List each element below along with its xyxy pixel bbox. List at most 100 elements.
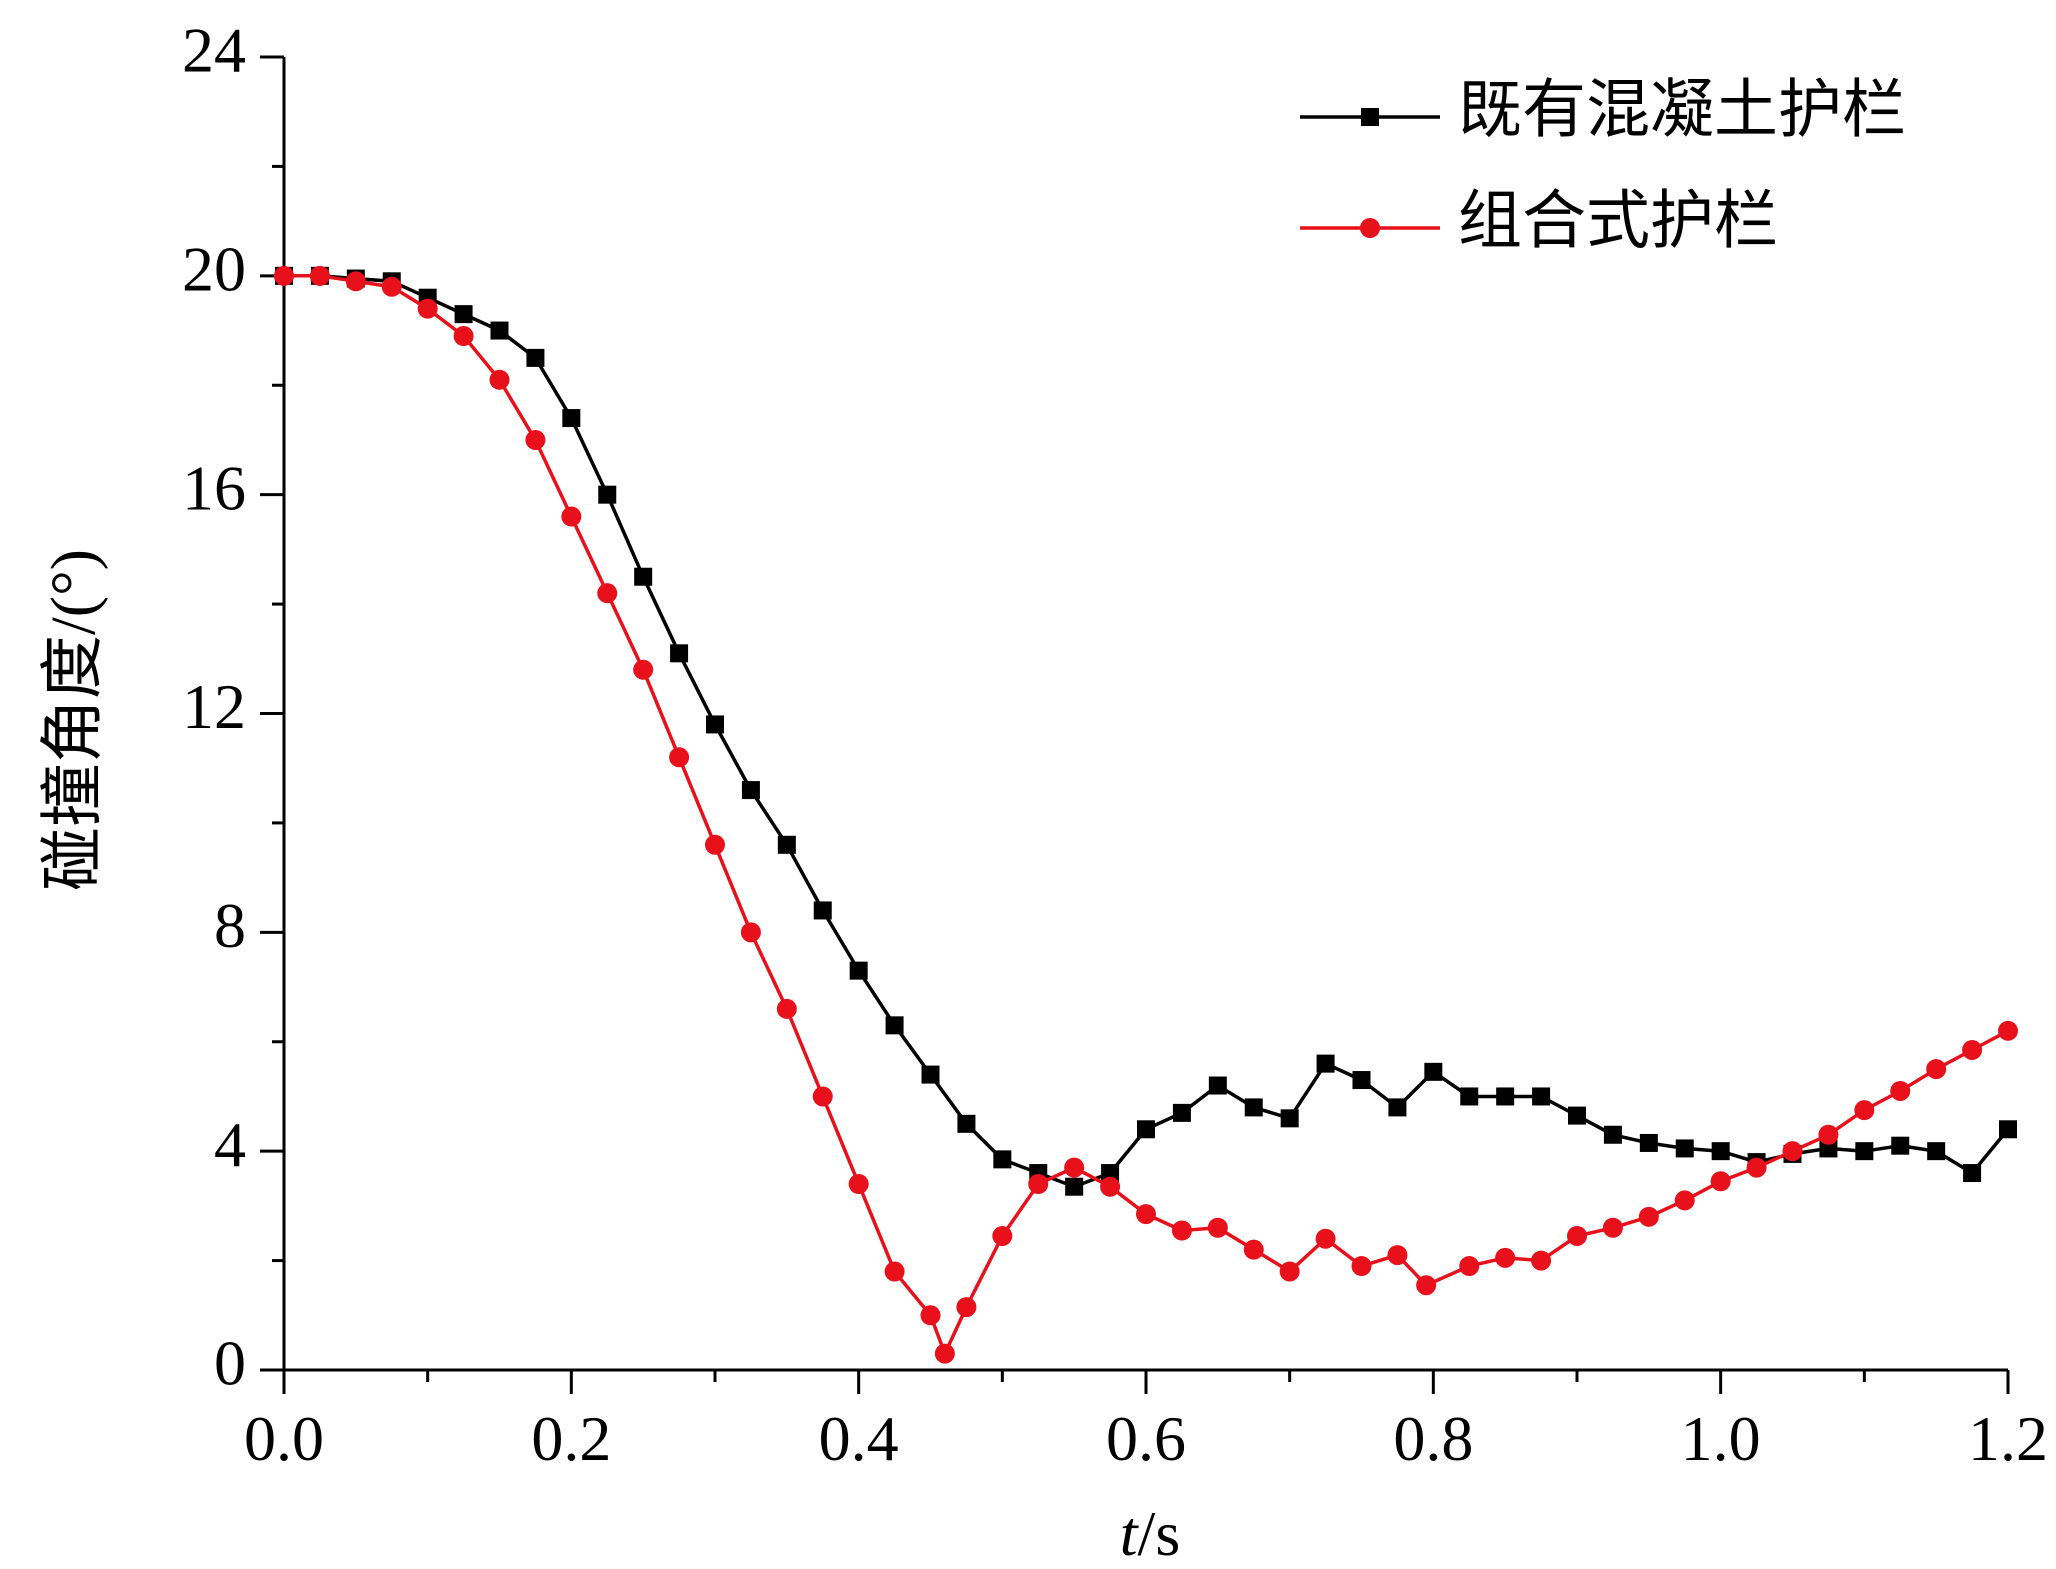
- data-point: [1782, 1141, 1803, 1162]
- data-point: [1890, 1080, 1911, 1101]
- data-point: [1496, 1087, 1515, 1106]
- data-point: [1387, 1245, 1408, 1266]
- y-tick-label: 8: [214, 890, 246, 961]
- data-point: [453, 326, 474, 347]
- x-axis-title-variable: t: [1120, 1498, 1140, 1569]
- data-point: [1819, 1139, 1838, 1158]
- data-point: [1136, 1204, 1156, 1225]
- legend-marker: [1360, 218, 1380, 238]
- data-point: [1065, 1177, 1084, 1196]
- data-point: [1207, 1217, 1228, 1238]
- axes: 0 4 8 12 16 20 24 0.0 0.2 0.4 0.6 0.8 1.0 1.2: [182, 15, 2048, 1474]
- data-point: [1638, 1206, 1659, 1227]
- data-point: [1926, 1059, 1947, 1080]
- data-point: [489, 369, 510, 390]
- data-point: [1710, 1171, 1731, 1192]
- x-tick-label: 0.6: [1106, 1403, 1186, 1474]
- data-point: [1603, 1125, 1622, 1144]
- data-point: [1532, 1087, 1551, 1106]
- data-point: [1460, 1087, 1479, 1106]
- data-point: [934, 1343, 955, 1364]
- data-point: [1244, 1098, 1263, 1117]
- series-layer: [274, 265, 2018, 1364]
- data-point: [561, 506, 582, 527]
- y-tick-label: 16: [182, 452, 246, 523]
- data-point: [957, 1114, 976, 1133]
- data-point: [1818, 1124, 1839, 1145]
- data-point: [633, 659, 654, 680]
- data-point: [1531, 1250, 1552, 1271]
- x-axis-title-unit: /s: [1138, 1498, 1181, 1569]
- data-point: [849, 961, 868, 980]
- data-point: [634, 567, 653, 586]
- data-point: [274, 265, 294, 286]
- legend-item-1: 既有混凝土护栏: [1300, 75, 1906, 146]
- data-point: [597, 583, 618, 604]
- series-line: [284, 274, 2010, 1189]
- data-point: [1602, 1217, 1623, 1238]
- data-point: [1927, 1142, 1946, 1161]
- data-point: [885, 1016, 904, 1035]
- x-tick-label: 0.4: [819, 1403, 899, 1474]
- data-point: [1172, 1103, 1191, 1122]
- data-point: [1962, 1039, 1983, 1060]
- legend-marker: [1361, 108, 1379, 126]
- data-point: [776, 998, 797, 1019]
- data-point: [1171, 1220, 1192, 1241]
- x-tick-label: 0.2: [531, 1403, 611, 1474]
- data-point: [345, 271, 366, 292]
- data-point: [1998, 1020, 2018, 1041]
- data-point: [1243, 1239, 1264, 1260]
- y-tick-label: 24: [182, 15, 246, 86]
- data-point: [1639, 1133, 1658, 1152]
- data-point: [669, 747, 690, 768]
- x-tick-label: 0.8: [1393, 1403, 1473, 1474]
- data-point: [1711, 1142, 1730, 1161]
- y-tick-label: 20: [182, 234, 246, 305]
- data-point: [562, 409, 581, 428]
- data-point: [1963, 1164, 1982, 1183]
- data-point: [1855, 1142, 1874, 1161]
- legend-label: 组合式护栏: [1458, 186, 1778, 257]
- data-point: [1674, 1190, 1695, 1211]
- data-point: [921, 1065, 940, 1084]
- data-point: [1567, 1225, 1587, 1246]
- data-point: [1351, 1256, 1372, 1277]
- data-point: [920, 1305, 941, 1326]
- data-point: [454, 305, 473, 324]
- data-point: [598, 485, 617, 504]
- data-point: [1675, 1139, 1694, 1158]
- data-point: [993, 1150, 1012, 1169]
- data-point: [740, 922, 761, 943]
- series-1: [275, 266, 2017, 1196]
- data-point: [381, 276, 402, 297]
- data-point: [1101, 1164, 1120, 1183]
- data-point: [1388, 1098, 1407, 1117]
- data-point: [490, 321, 509, 340]
- data-point: [670, 644, 689, 663]
- y-tick-label: 4: [214, 1109, 246, 1180]
- data-point: [1568, 1106, 1586, 1125]
- data-point: [992, 1225, 1013, 1246]
- data-point: [813, 901, 832, 920]
- data-point: [1891, 1136, 1910, 1155]
- data-point: [1279, 1261, 1300, 1282]
- data-point: [1028, 1173, 1049, 1194]
- data-point: [525, 429, 546, 450]
- data-point: [417, 298, 438, 319]
- data-point: [812, 1086, 833, 1107]
- x-axis-title: t/s: [1120, 1498, 1180, 1569]
- data-point: [706, 715, 724, 734]
- y-axis-title: 碰撞角度/(°): [38, 549, 109, 891]
- data-point: [526, 348, 545, 367]
- x-tick-label: 1.0: [1681, 1403, 1761, 1474]
- data-point: [884, 1261, 905, 1282]
- data-point: [956, 1297, 977, 1318]
- data-point: [1746, 1157, 1767, 1178]
- y-tick-label: 12: [182, 671, 246, 742]
- data-point: [309, 265, 330, 286]
- data-point: [1137, 1120, 1155, 1139]
- x-tick-label: 1.2: [1968, 1403, 2048, 1474]
